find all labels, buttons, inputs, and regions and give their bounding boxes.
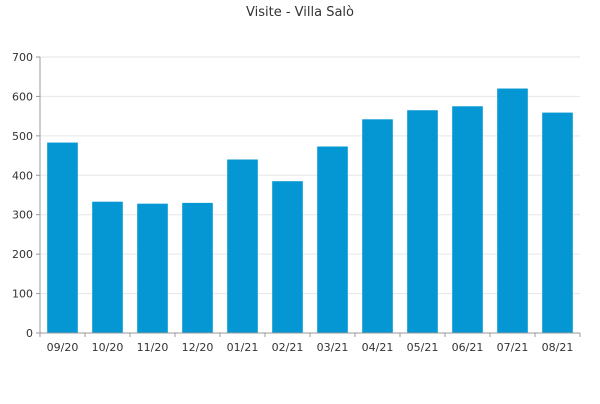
bar [137,203,168,333]
y-tick-label: 400 [12,169,33,182]
bar [407,110,438,333]
x-tick-label: 11/20 [137,341,169,354]
y-tick-label: 700 [12,51,33,64]
y-tick-label: 600 [12,90,33,103]
bar [317,146,348,333]
y-tick-label: 200 [12,248,33,261]
bar [497,88,528,334]
bar [362,119,393,333]
x-axis-ticks: 09/20 10/20 11/20 12/20 01/21 02/21 03/21 04/21… [39,333,581,354]
grid-lines [40,56,580,295]
bar [47,142,78,333]
x-tick-label: 04/21 [362,341,394,354]
x-tick-label: 06/21 [452,341,484,354]
bar [452,106,483,334]
bars [47,88,573,334]
x-tick-label: 05/21 [407,341,439,354]
chart-title: Visite - Villa Salò [246,5,354,20]
bar [272,181,303,333]
x-tick-label: 01/21 [227,341,259,354]
x-tick-label: 03/21 [317,341,349,354]
y-tick-label: 300 [12,209,33,222]
x-tick-label: 02/21 [272,341,304,354]
x-tick-label: 08/21 [542,341,574,354]
bar [182,202,213,333]
y-tick-label: 500 [12,130,33,143]
x-tick-label: 12/20 [182,341,214,354]
y-tick-label: 100 [12,288,33,301]
bar [92,201,123,333]
x-tick-label: 09/20 [47,341,79,354]
bar [542,112,573,333]
x-tick-label: 10/20 [92,341,124,354]
y-tick-label: 0 [26,327,33,340]
x-tick-label: 07/21 [497,341,529,354]
y-axis-ticks: 0 100 200 300 400 500 600 700 [12,51,40,340]
bar [227,159,258,333]
